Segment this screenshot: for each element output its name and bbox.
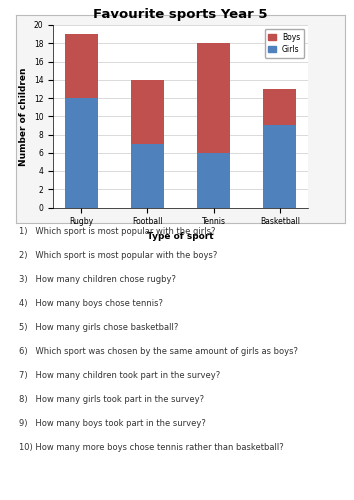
Bar	[263, 126, 296, 208]
X-axis label: Type of sport: Type of sport	[147, 232, 214, 241]
Text: 4)   How many boys chose tennis?: 4) How many boys chose tennis?	[19, 300, 164, 308]
Text: 10) How many more boys chose tennis rather than basketball?: 10) How many more boys chose tennis rath…	[19, 444, 284, 452]
Text: 8)   How many girls took part in the survey?: 8) How many girls took part in the surve…	[19, 396, 205, 404]
Bar	[197, 44, 230, 153]
Title: Favourite sports Year 5: Favourite sports Year 5	[93, 8, 268, 21]
Bar	[263, 89, 296, 126]
Text: 6)   Which sport was chosen by the same amount of girls as boys?: 6) Which sport was chosen by the same am…	[19, 348, 298, 356]
Y-axis label: Number of children: Number of children	[19, 67, 28, 166]
Text: 1)   Which sport is most popular with the girls?: 1) Which sport is most popular with the …	[19, 228, 216, 236]
Text: 2)   Which sport is most popular with the boys?: 2) Which sport is most popular with the …	[19, 252, 218, 260]
Bar	[131, 144, 164, 208]
Text: 7)   How many children took part in the survey?: 7) How many children took part in the su…	[19, 372, 221, 380]
Text: 5)   How many girls chose basketball?: 5) How many girls chose basketball?	[19, 324, 179, 332]
Bar	[131, 80, 164, 144]
Legend: Boys, Girls: Boys, Girls	[264, 29, 304, 58]
Bar	[65, 98, 98, 208]
Bar	[197, 153, 230, 208]
Bar	[65, 34, 98, 98]
Text: 9)   How many boys took part in the survey?: 9) How many boys took part in the survey…	[19, 420, 206, 428]
Text: 3)   How many children chose rugby?: 3) How many children chose rugby?	[19, 276, 177, 284]
